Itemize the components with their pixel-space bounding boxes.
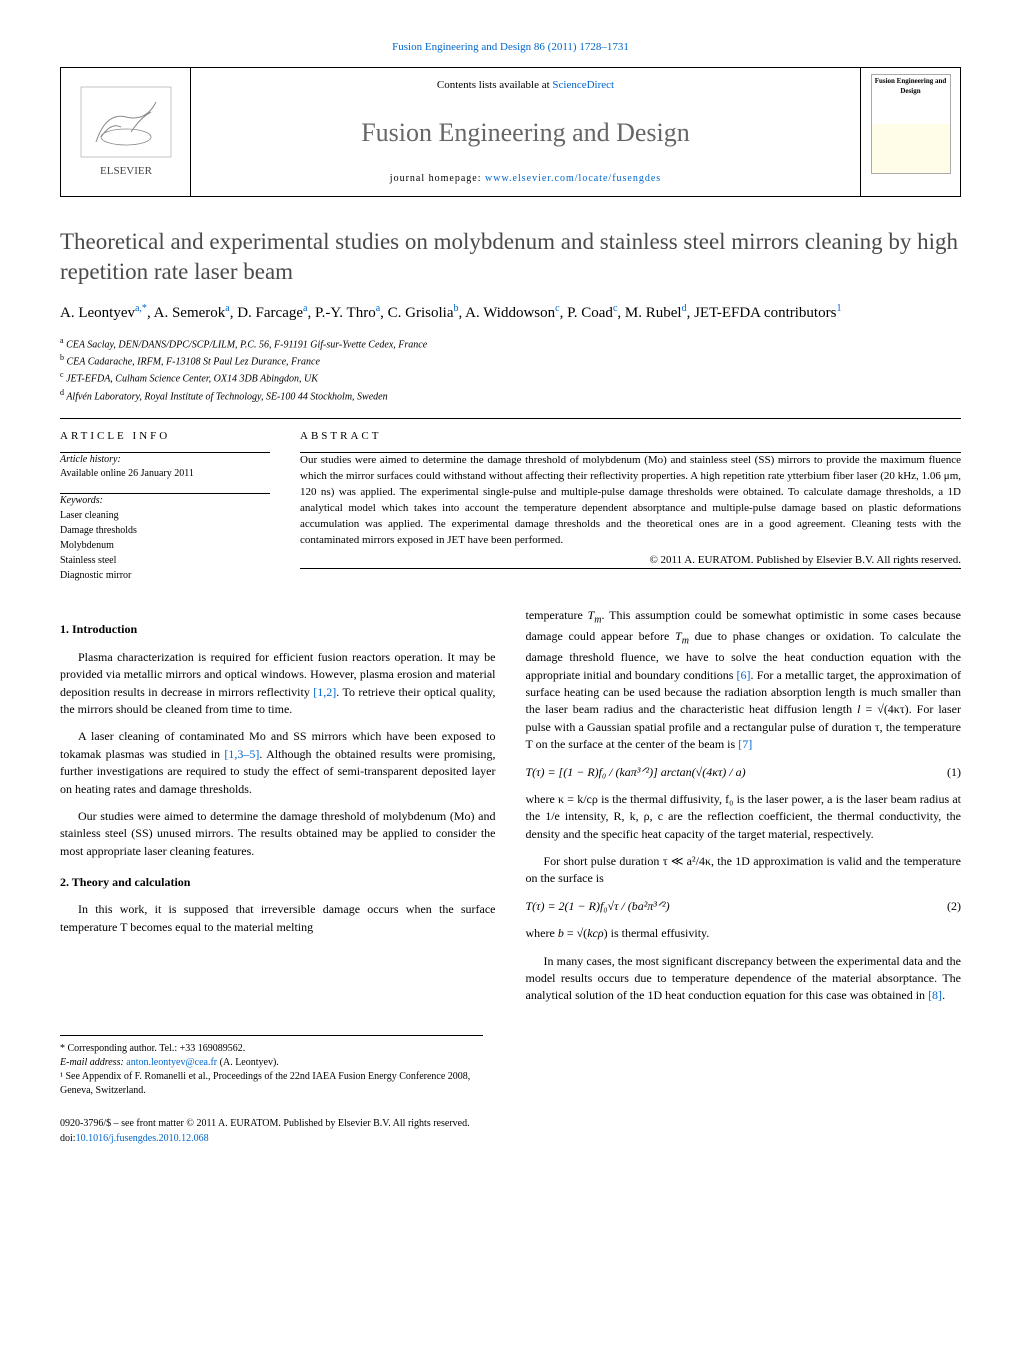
section-2-heading: 2. Theory and calculation	[60, 874, 496, 891]
abstract-block: ABSTRACT Our studies were aimed to deter…	[300, 429, 961, 583]
history-line: Available online 26 January 2011	[60, 468, 194, 479]
header-center: Contents lists available at ScienceDirec…	[191, 68, 860, 196]
affiliations-block: a CEA Saclay, DEN/DANS/DPC/SCP/LILM, P.C…	[60, 335, 961, 404]
elsevier-logo-icon: ELSEVIER	[76, 82, 176, 182]
body-para: Our studies were aimed to determine the …	[60, 808, 496, 860]
body-para: In this work, it is supposed that irreve…	[60, 901, 496, 936]
equation-1-number: (1)	[947, 764, 961, 781]
rule-above-info	[60, 418, 961, 419]
history-hdr: Article history:	[60, 454, 121, 465]
abstract-copyright: © 2011 A. EURATOM. Published by Elsevier…	[300, 553, 961, 568]
email-suffix: (A. Leontyev).	[217, 1057, 279, 1068]
corresponding-author-note: * Corresponding author. Tel.: +33 169089…	[60, 1042, 483, 1056]
keywords-list: Laser cleaning Damage thresholds Molybde…	[60, 508, 270, 583]
right-column: temperature Tm. This assumption could be…	[526, 607, 962, 1014]
equation-2-number: (2)	[947, 898, 961, 915]
publisher-logo-cell: ELSEVIER	[61, 68, 191, 196]
equation-1-row: T(τ) = [(1 − R)f₀ / (kaπ³ᐟ²)] arctan(√(4…	[526, 764, 962, 781]
header-citation-link[interactable]: Fusion Engineering and Design 86 (2011) …	[60, 40, 961, 55]
cover-thumbnail-cell: Fusion Engineering and Design	[860, 68, 960, 196]
equation-2-row: T(τ) = 2(1 − R)f₀√τ / (ba²π³ᐟ²) (2)	[526, 898, 962, 915]
front-matter-line: 0920-3796/$ – see front matter © 2011 A.…	[60, 1116, 961, 1131]
journal-header-box: ELSEVIER Contents lists available at Sci…	[60, 67, 961, 197]
keyword-item: Laser cleaning	[60, 508, 270, 523]
keyword-item: Molybdenum	[60, 538, 270, 553]
article-info-header: ARTICLE INFO	[60, 429, 270, 444]
keywords-header: Keywords:	[60, 494, 270, 508]
article-title: Theoretical and experimental studies on …	[60, 227, 961, 287]
email-label: E-mail address:	[60, 1057, 126, 1068]
keyword-item: Stainless steel	[60, 553, 270, 568]
doi-line: doi:10.1016/j.fusengdes.2010.12.068	[60, 1131, 961, 1146]
body-para: where b = √(kcρ) is thermal effusivity.	[526, 925, 962, 942]
equation-1: T(τ) = [(1 − R)f₀ / (kaπ³ᐟ²)] arctan(√(4…	[526, 764, 746, 781]
affiliation-a: a CEA Saclay, DEN/DANS/DPC/SCP/LILM, P.C…	[60, 335, 961, 352]
lists-prefix: Contents lists available at	[437, 79, 552, 91]
abstract-header: ABSTRACT	[300, 429, 961, 444]
equation-2: T(τ) = 2(1 − R)f₀√τ / (ba²π³ᐟ²)	[526, 898, 670, 915]
email-note: E-mail address: anton.leontyev@cea.fr (A…	[60, 1056, 483, 1070]
doi-prefix: doi:	[60, 1133, 76, 1144]
body-para: Plasma characterization is required for …	[60, 649, 496, 719]
abstract-text: Our studies were aimed to determine the …	[300, 453, 961, 549]
authors-line: A. Leontyeva,*, A. Semeroka, D. Farcagea…	[60, 301, 961, 325]
article-info-left: ARTICLE INFO Article history: Available …	[60, 429, 270, 583]
article-info-row: ARTICLE INFO Article history: Available …	[60, 429, 961, 583]
homepage-prefix: journal homepage:	[390, 173, 485, 184]
affiliation-d: d Alfvén Laboratory, Royal Institute of …	[60, 387, 961, 404]
body-two-column: 1. Introduction Plasma characterization …	[60, 607, 961, 1014]
homepage-link[interactable]: www.elsevier.com/locate/fusengdes	[485, 173, 661, 184]
footnotes-block: * Corresponding author. Tel.: +33 169089…	[60, 1035, 483, 1098]
cover-thumbnail: Fusion Engineering and Design	[871, 74, 951, 174]
keyword-item: Diagnostic mirror	[60, 568, 270, 583]
page-footer: 0920-3796/$ – see front matter © 2011 A.…	[60, 1116, 961, 1146]
journal-title: Fusion Engineering and Design	[211, 115, 840, 151]
affiliation-b: b CEA Cadarache, IRFM, F-13108 St Paul L…	[60, 352, 961, 369]
lists-available-line: Contents lists available at ScienceDirec…	[211, 78, 840, 93]
keyword-item: Damage thresholds	[60, 523, 270, 538]
left-column: 1. Introduction Plasma characterization …	[60, 607, 496, 1014]
section-1-heading: 1. Introduction	[60, 621, 496, 638]
affiliation-c: c JET-EFDA, Culham Science Center, OX14 …	[60, 369, 961, 386]
header-citation-text: Fusion Engineering and Design 86 (2011) …	[392, 41, 629, 53]
author-email-link[interactable]: anton.leontyev@cea.fr	[126, 1057, 217, 1068]
homepage-line: journal homepage: www.elsevier.com/locat…	[211, 172, 840, 186]
body-para: For short pulse duration τ ≪ a²/4κ, the …	[526, 853, 962, 888]
cover-thumb-title: Fusion Engineering and Design	[872, 75, 950, 99]
body-para: where κ = k/cρ is the thermal diffusivit…	[526, 791, 962, 843]
svg-text:ELSEVIER: ELSEVIER	[100, 165, 153, 177]
sciencedirect-link[interactable]: ScienceDirect	[552, 79, 614, 91]
doi-link[interactable]: 10.1016/j.fusengdes.2010.12.068	[76, 1133, 209, 1144]
body-para: A laser cleaning of contaminated Mo and …	[60, 728, 496, 798]
body-para: In many cases, the most significant disc…	[526, 953, 962, 1005]
abstract-rule-bottom	[300, 568, 961, 569]
body-para: temperature Tm. This assumption could be…	[526, 607, 962, 753]
article-history: Article history: Available online 26 Jan…	[60, 453, 270, 481]
contributor-footnote: ¹ See Appendix of F. Romanelli et al., P…	[60, 1070, 483, 1098]
